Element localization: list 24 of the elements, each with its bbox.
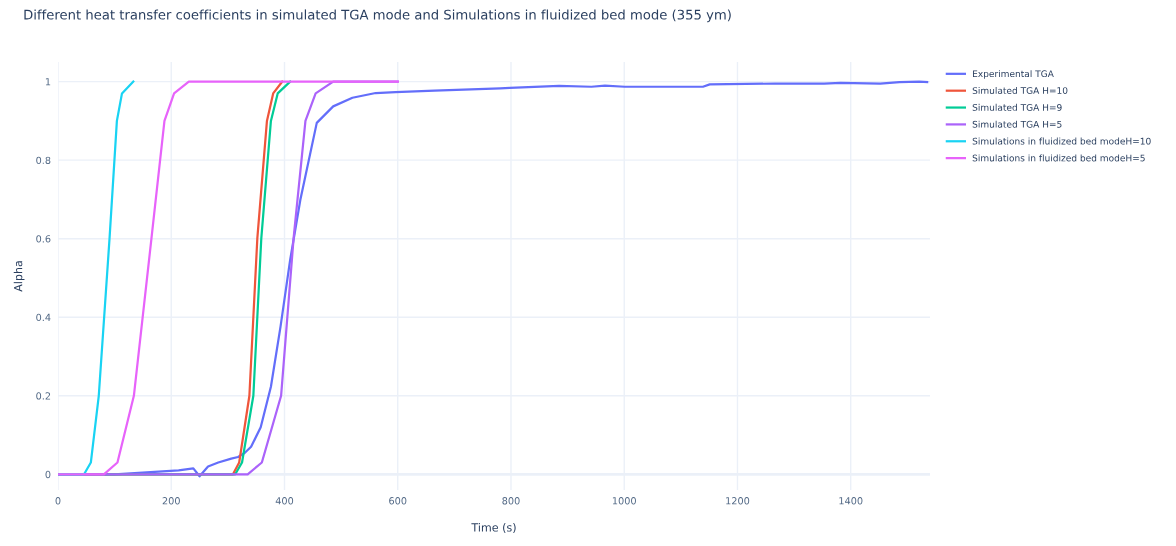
x-tick-label: 0 [55, 497, 61, 505]
x-axis-title: Time (s) [471, 523, 516, 533]
y-tick-label: 0 [45, 470, 51, 479]
x-tick-label: 800 [502, 497, 520, 505]
legend-label: Simulated TGA H=9 [972, 103, 1062, 111]
x-tick-label: 200 [162, 497, 180, 505]
x-tick-label: 600 [389, 497, 407, 505]
legend-label: Experimental TGA [973, 70, 1054, 79]
chart-title: Different heat transfer coefficients in simulated TGA mode and Simulations in fluidized bed mode (355 ym) [24, 9, 731, 23]
y-tick-label: 0.4 [36, 313, 51, 322]
legend-label: Simulated TGA H=5 [972, 120, 1062, 128]
line-series [58, 80, 399, 476]
y-tick-label: 0.6 [36, 235, 51, 243]
x-tick-label: 1000 [612, 497, 636, 505]
x-tick-label: 1400 [839, 497, 863, 505]
y-tick-label: 1 [45, 78, 51, 86]
x-tick-label: 1200 [726, 497, 750, 505]
legend-label: Simulations in fluidized bed modeH=5 [972, 154, 1145, 162]
y-tick-label: 0.8 [36, 156, 51, 164]
legend-label: Simulations in fluidized bed modeH=10 [972, 137, 1151, 145]
x-tick-label: 400 [275, 497, 294, 505]
y-axis-title: Alpha [13, 261, 25, 292]
y-tick-label: 0.2 [36, 392, 51, 400]
legend-label: Simulated TGA H=10 [972, 86, 1068, 94]
